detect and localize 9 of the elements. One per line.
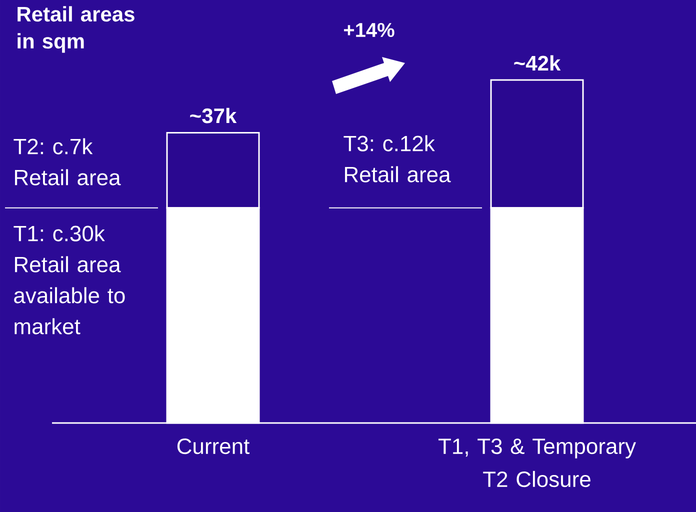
chart-title: Retail areas in sqm <box>18 6 134 53</box>
annotation: ~37k <box>190 108 237 124</box>
annotation: T1: c.30k Retail area available to market <box>14 225 125 334</box>
annotation: T2: c.7k Retail area <box>14 138 121 186</box>
annotation: T3: c.12k Retail area <box>344 135 451 182</box>
x-tick-label: Current <box>177 438 250 454</box>
x-tick-label: T1, T3 & Temporary T2 Closure <box>438 438 636 488</box>
annotation: ~42k <box>514 55 561 70</box>
text: +14% <box>344 22 394 38</box>
